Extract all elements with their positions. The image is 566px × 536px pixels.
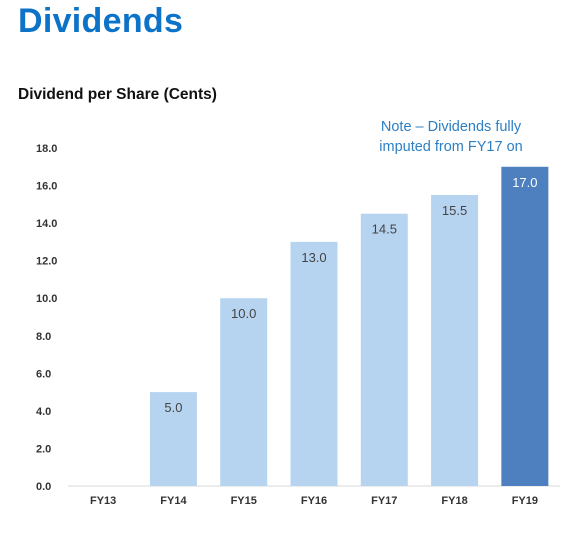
data-label-fy15: 10.0 [231,306,256,321]
data-label-fy19: 17.0 [512,175,537,190]
y-tick-label: 18.0 [36,143,57,155]
data-label-fy18: 15.5 [442,203,467,218]
x-tick-label-fy18: FY18 [441,495,467,507]
y-tick-label: 2.0 [36,443,51,455]
x-tick-label-fy15: FY15 [231,495,257,507]
x-tick-label-fy16: FY16 [301,495,327,507]
data-label-fy17: 14.5 [372,222,397,237]
y-tick-label: 8.0 [36,331,51,343]
bar-fy14 [149,392,197,486]
bar-fy19 [501,166,549,486]
y-tick-label: 10.0 [36,293,57,305]
bar-fy15 [220,298,268,486]
page-title: Dividends [18,2,184,40]
chart-title: Dividend per Share (Cents) [18,86,217,103]
bar-fy18 [431,194,479,486]
y-tick-label: 14.0 [36,218,57,230]
bar-fy16 [290,241,338,486]
x-tick-label-fy17: FY17 [371,495,397,507]
x-tick-label-fy13: FY13 [90,495,116,507]
x-tick-label-fy19: FY19 [512,495,538,507]
y-tick-label: 16.0 [36,181,57,193]
y-tick-label: 12.0 [36,256,57,268]
data-label-fy16: 13.0 [301,250,326,265]
chart-note-annotation: Note – Dividends fully imputed from FY17… [379,119,523,155]
bar-fy17 [360,213,408,486]
y-tick-label: 0.0 [36,481,51,493]
y-tick-label: 6.0 [36,368,51,380]
y-tick-label: 4.0 [36,406,51,418]
x-tick-label-fy14: FY14 [160,495,187,507]
data-label-fy14: 5.0 [164,400,182,415]
